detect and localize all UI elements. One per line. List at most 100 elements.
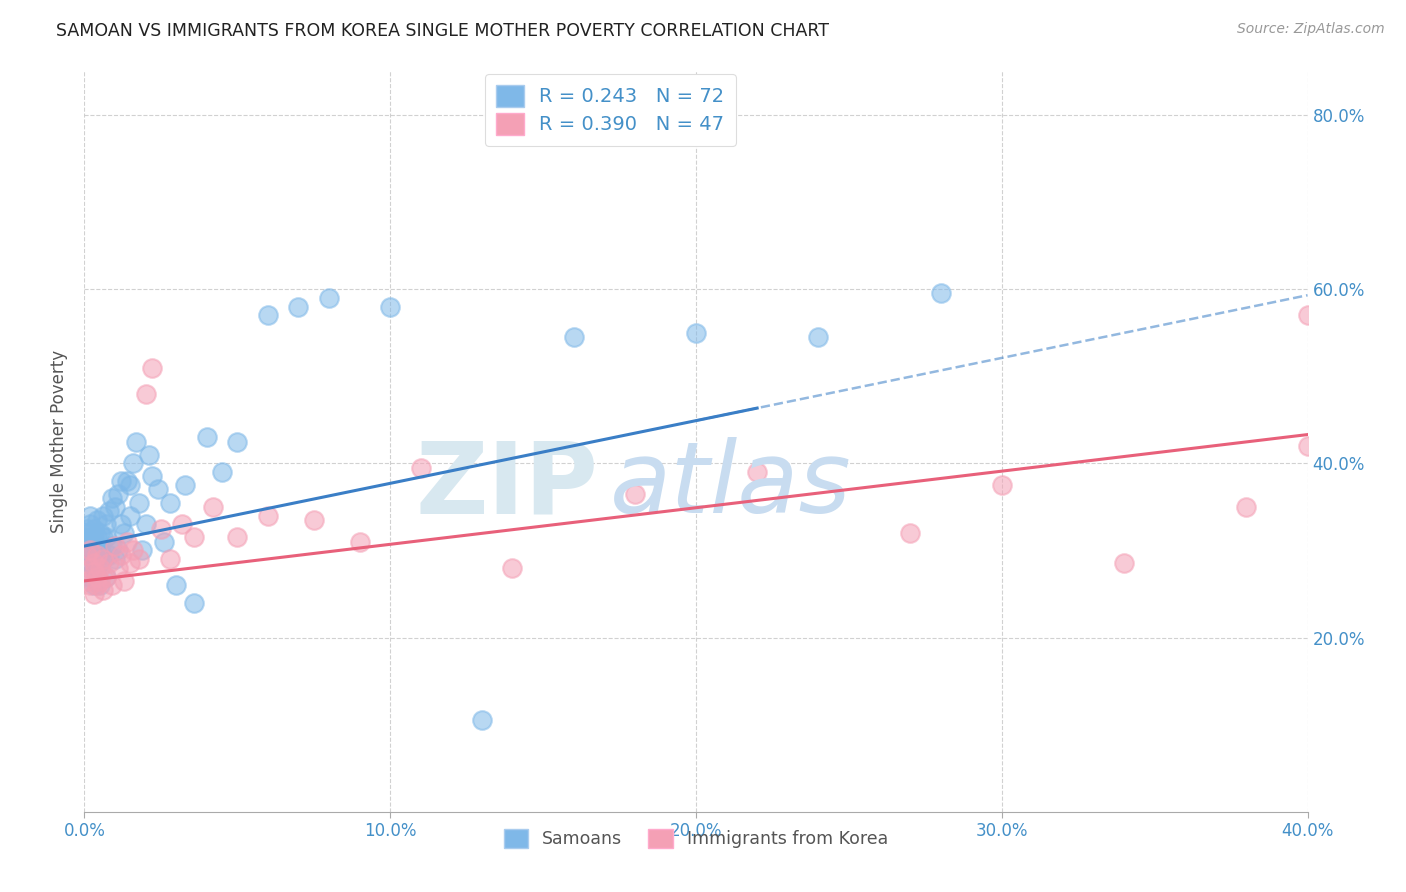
Point xyxy=(302,513,325,527)
Point xyxy=(349,534,371,549)
Point xyxy=(91,552,114,566)
Point xyxy=(226,434,249,449)
Point xyxy=(685,326,707,340)
Point xyxy=(110,474,132,488)
Point xyxy=(211,465,233,479)
Point xyxy=(89,543,111,558)
Point xyxy=(120,557,142,571)
Point xyxy=(110,517,132,532)
Point xyxy=(79,569,101,583)
Point xyxy=(502,561,524,575)
Point xyxy=(83,587,105,601)
Legend: Samoans, Immigrants from Korea: Samoans, Immigrants from Korea xyxy=(498,822,894,855)
Point xyxy=(86,548,108,562)
Point xyxy=(83,578,105,592)
Point xyxy=(76,548,98,562)
Point xyxy=(101,578,124,592)
Point xyxy=(79,534,101,549)
Point xyxy=(83,552,105,566)
Point xyxy=(287,300,309,314)
Point xyxy=(76,534,98,549)
Point xyxy=(471,713,494,727)
Point xyxy=(94,569,117,583)
Point xyxy=(91,552,114,566)
Y-axis label: Single Mother Poverty: Single Mother Poverty xyxy=(51,350,69,533)
Point xyxy=(86,513,108,527)
Text: ZIP: ZIP xyxy=(415,437,598,534)
Point xyxy=(94,569,117,583)
Point xyxy=(97,504,120,518)
Point xyxy=(83,543,105,558)
Point xyxy=(101,539,124,553)
Point xyxy=(226,530,249,544)
Point xyxy=(89,578,111,592)
Point xyxy=(159,552,181,566)
Point xyxy=(141,360,163,375)
Point xyxy=(159,495,181,509)
Point xyxy=(104,539,127,553)
Point xyxy=(807,330,830,344)
Point xyxy=(562,330,585,344)
Point xyxy=(1236,500,1258,514)
Point xyxy=(86,539,108,553)
Point xyxy=(76,526,98,541)
Point xyxy=(89,574,111,588)
Point xyxy=(409,460,432,475)
Point xyxy=(89,526,111,541)
Point xyxy=(112,574,135,588)
Point xyxy=(115,534,138,549)
Point xyxy=(79,543,101,558)
Point xyxy=(624,487,647,501)
Point xyxy=(183,596,205,610)
Point xyxy=(91,582,114,597)
Point xyxy=(135,386,157,401)
Point xyxy=(107,543,129,558)
Point xyxy=(135,517,157,532)
Point xyxy=(79,508,101,523)
Point xyxy=(83,565,105,579)
Point xyxy=(101,491,124,505)
Point xyxy=(257,308,280,322)
Text: atlas: atlas xyxy=(610,437,852,534)
Point xyxy=(165,578,187,592)
Point xyxy=(172,517,194,532)
Point xyxy=(83,522,105,536)
Point xyxy=(125,434,148,449)
Point xyxy=(104,500,127,514)
Point xyxy=(94,517,117,532)
Point xyxy=(94,530,117,544)
Point xyxy=(76,548,98,562)
Point xyxy=(138,448,160,462)
Point xyxy=(86,569,108,583)
Point xyxy=(747,465,769,479)
Point xyxy=(174,478,197,492)
Point xyxy=(86,530,108,544)
Point xyxy=(898,526,921,541)
Point xyxy=(76,522,98,536)
Point xyxy=(183,530,205,544)
Point xyxy=(89,548,111,562)
Point xyxy=(86,561,108,575)
Point xyxy=(107,487,129,501)
Point xyxy=(110,548,132,562)
Point xyxy=(131,543,153,558)
Point xyxy=(79,548,101,562)
Point xyxy=(120,478,142,492)
Point xyxy=(929,286,952,301)
Point xyxy=(86,548,108,562)
Point xyxy=(380,300,402,314)
Point xyxy=(1296,439,1319,453)
Point xyxy=(76,543,98,558)
Point xyxy=(76,574,98,588)
Point xyxy=(104,552,127,566)
Point xyxy=(112,526,135,541)
Point xyxy=(128,495,150,509)
Point xyxy=(97,557,120,571)
Point xyxy=(79,578,101,592)
Point xyxy=(257,508,280,523)
Point xyxy=(107,561,129,575)
Point xyxy=(86,578,108,592)
Point xyxy=(1114,557,1136,571)
Point xyxy=(89,561,111,575)
Point xyxy=(128,552,150,566)
